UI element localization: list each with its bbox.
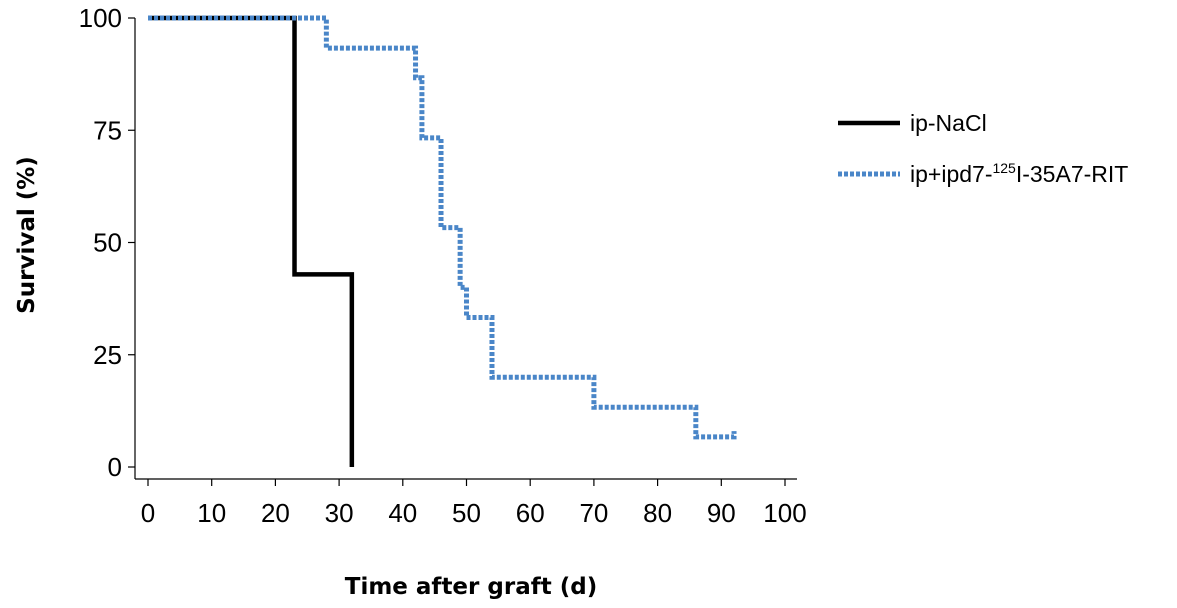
x-tick-label: 70 [579,498,608,528]
x-axis-title: Time after graft (d) [345,574,597,600]
y-axis-title: Survival (%) [14,156,40,314]
x-tick-label: 100 [763,498,806,528]
legend-label-1: ip-NaCl [910,110,987,136]
y-tick-label: 50 [93,228,122,258]
legend: ip-NaCl ip+ipd7-125I-35A7-RIT [838,110,1128,187]
x-tick-label: 50 [452,498,481,528]
x-tick-label: 0 [141,498,155,528]
x-tick-label: 10 [197,498,226,528]
ticks-layer: 0 25 50 75 100 0 10 20 30 40 50 60 70 80 90 100 [79,3,807,528]
x-tick-label: 30 [325,498,354,528]
series-line-2 [148,15,737,440]
legend-label-2: ip+ipd7-125I-35A7-RIT [910,160,1128,187]
x-tick-label: 60 [516,498,545,528]
x-tick-label: 20 [261,498,290,528]
x-tick-label: 90 [707,498,736,528]
y-tick-label: 100 [79,3,122,33]
series-layer [148,15,737,467]
y-tick-label: 25 [93,340,122,370]
x-tick-label: 80 [643,498,672,528]
y-tick-label: 75 [93,115,122,145]
x-tick-label: 40 [388,498,417,528]
series-line-1 [148,15,355,467]
y-tick-label: 0 [108,452,122,482]
